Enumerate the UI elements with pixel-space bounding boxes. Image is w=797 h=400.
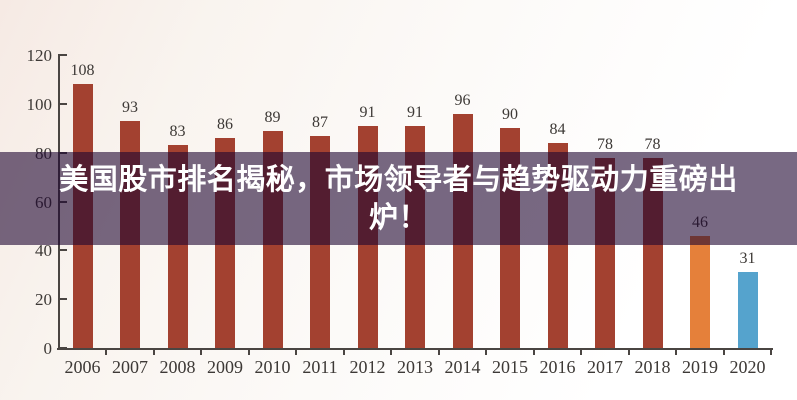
- y-axis-tick: [60, 249, 67, 252]
- bar-value-label: 93: [122, 98, 138, 116]
- x-axis-tick: [580, 350, 583, 355]
- headline-line-2: 炉！: [368, 201, 428, 234]
- bar-value-label: 91: [407, 103, 423, 121]
- x-tick-label: 2008: [159, 357, 196, 377]
- x-axis-tick: [770, 350, 773, 355]
- bar-value-label: 90: [502, 106, 518, 124]
- bar-value-label: 91: [359, 103, 376, 121]
- x-tick-label: 2009: [207, 357, 243, 377]
- x-axis-tick: [532, 350, 535, 355]
- bar-value-label: 87: [312, 113, 328, 131]
- y-tick-label: 0: [43, 339, 53, 358]
- x-axis-tick: [200, 350, 203, 355]
- bar-2019: [690, 235, 710, 348]
- x-axis-tick: [152, 350, 155, 355]
- y-tick-label: 100: [26, 94, 53, 114]
- x-tick-label: 2010: [254, 357, 291, 377]
- bar-2020: [737, 272, 758, 348]
- x-tick-label: 2016: [539, 357, 576, 377]
- x-tick-label: 2014: [444, 357, 481, 377]
- headline-text-block: 美国股市排名揭秘，市场领导者与趋势驱动力重磅出 炉！: [0, 152, 797, 245]
- y-axis-tick: [60, 347, 67, 349]
- x-tick-label: 2015: [492, 357, 528, 377]
- bar-value-label: 83: [169, 123, 186, 141]
- x-axis-tick: [437, 350, 440, 355]
- x-tick-label: 2011: [302, 357, 338, 377]
- y-axis-tick: [60, 54, 67, 56]
- x-axis-tick: [722, 350, 725, 355]
- bar-value-label: 89: [264, 108, 281, 126]
- bar-value-label: 86: [217, 116, 233, 134]
- y-tick-label: 20: [35, 290, 52, 310]
- headline-line-1: 美国股市排名揭秘，市场领导者与趋势驱动力重磅出: [59, 163, 738, 196]
- bar-value-label: 84: [549, 120, 566, 138]
- y-axis-tick: [60, 298, 67, 301]
- x-tick-label: 2012: [349, 357, 386, 377]
- x-axis-tick: [105, 350, 108, 355]
- x-tick-label: 2018: [634, 357, 671, 377]
- x-tick-label: 2020: [729, 357, 766, 377]
- x-axis-tick: [627, 350, 630, 355]
- title-overlay-band: [0, 152, 797, 245]
- x-axis-tick: [247, 350, 250, 355]
- x-tick-label: 2006: [64, 357, 101, 377]
- y-tick-label: 40: [35, 241, 52, 261]
- bar-value-label: 96: [454, 91, 471, 109]
- x-tick-label: 2019: [682, 357, 718, 377]
- x-axis-tick: [390, 350, 393, 355]
- x-axis-tick: [342, 350, 345, 355]
- y-tick-label: 120: [26, 46, 53, 65]
- x-axis-line: [57, 348, 773, 350]
- x-tick-label: 2017: [587, 357, 623, 377]
- bar-value-label: 78: [597, 135, 613, 153]
- x-axis-tick: [485, 350, 488, 355]
- bar-value-label: 31: [739, 250, 756, 268]
- y-axis-tick: [60, 102, 67, 105]
- x-tick-label: 2007: [112, 357, 148, 377]
- x-tick-label: 2013: [397, 357, 433, 377]
- x-axis-tick: [295, 350, 298, 355]
- bar-value-label: 78: [644, 135, 661, 153]
- x-axis-tick: [675, 350, 678, 355]
- bar-value-label: 108: [70, 62, 95, 80]
